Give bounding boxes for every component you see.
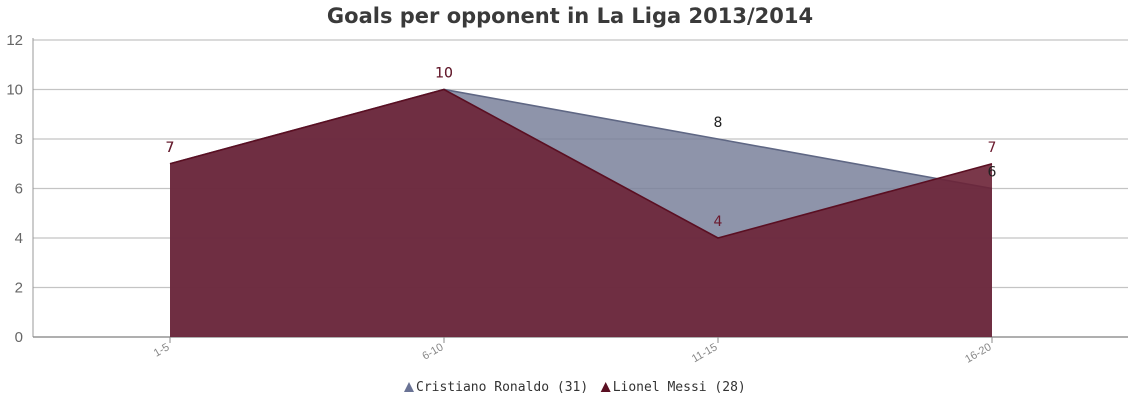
data-label: 4 [714, 214, 723, 230]
y-tick-label: 10 [6, 82, 23, 99]
x-tick-label: 6-10 [420, 341, 445, 362]
y-tick-label: 8 [15, 131, 23, 148]
data-label: 10 [435, 66, 453, 82]
series-area-2 [170, 89, 992, 337]
data-label: 7 [166, 140, 175, 156]
x-tick-label: 16-20 [963, 341, 993, 365]
legend-label: Lionel Messi (28) [613, 380, 746, 395]
x-tick-label: 1-5 [152, 341, 172, 359]
legend-triangle-icon [404, 382, 414, 392]
legend-label: Cristiano Ronaldo (31) [416, 380, 588, 395]
series-line-2 [169, 88, 993, 239]
y-tick-label: 2 [15, 280, 23, 297]
y-tick-label: 0 [15, 329, 23, 346]
legend-item[interactable]: Lionel Messi (28) [600, 380, 746, 395]
data-label: 6 [988, 165, 997, 181]
y-tick-label: 6 [15, 181, 23, 198]
legend: Cristiano Ronaldo (31) Lionel Messi (28) [404, 380, 746, 395]
y-tick-label: 4 [15, 230, 23, 247]
data-label: 8 [714, 115, 723, 131]
x-tick-label: 11-15 [690, 341, 720, 365]
data-label: 10 [435, 66, 453, 82]
legend-triangle-icon [600, 382, 611, 392]
data-label: 7 [166, 140, 175, 156]
chart-title: Goals per opponent in La Liga 2013/2014 [327, 4, 813, 28]
legend-item[interactable]: Cristiano Ronaldo (31) [404, 380, 588, 395]
data-label: 7 [988, 140, 997, 156]
y-tick-label: 12 [6, 32, 23, 49]
